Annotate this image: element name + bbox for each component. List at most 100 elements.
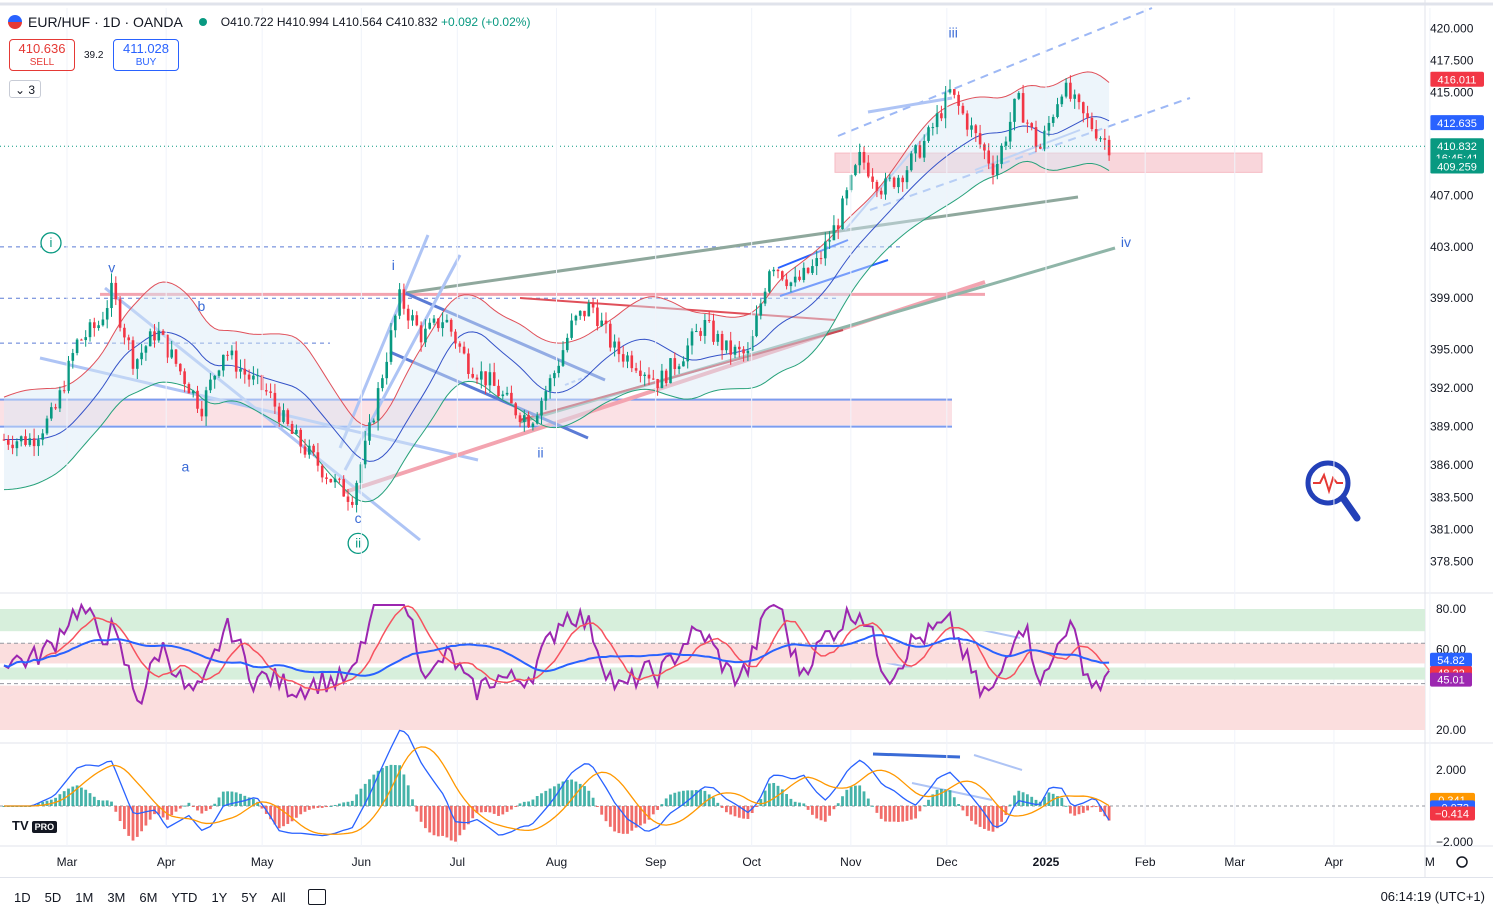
- candle: [1004, 141, 1008, 146]
- candle: [484, 371, 487, 386]
- indicators-collapse-button[interactable]: ⌄ 3: [9, 80, 41, 98]
- candle: [179, 363, 182, 372]
- candle: [467, 353, 470, 374]
- candle: [480, 371, 483, 380]
- sell-price: 410.636: [18, 41, 66, 56]
- sell-button[interactable]: 410.636 SELL: [9, 39, 75, 71]
- candle: [901, 177, 904, 183]
- tradingview-logo[interactable]: TV PRO: [12, 818, 58, 833]
- range-button-5y[interactable]: 5Y: [241, 889, 258, 905]
- candle: [1086, 113, 1089, 118]
- macd-histogram-bar: [694, 790, 698, 806]
- pro-badge: PRO: [31, 821, 58, 833]
- macd-histogram-bar: [1000, 806, 1003, 822]
- trend-line: [777, 239, 849, 269]
- calendar-icon[interactable]: [307, 889, 326, 905]
- candle: [944, 92, 947, 119]
- range-button-1y[interactable]: 1Y: [211, 889, 228, 905]
- trend-line: [404, 195, 1079, 295]
- macd-histogram-bar: [544, 790, 548, 806]
- range-button-1d[interactable]: 1D: [14, 889, 31, 905]
- buy-button[interactable]: 411.028 BUY: [113, 39, 179, 71]
- macd-histogram-bar: [518, 803, 522, 806]
- macd-histogram-bar: [802, 803, 806, 806]
- macd-histogram-bar: [492, 806, 496, 814]
- price-chart[interactable]: vbaciiiiiiiiiiv420.000417.500415.000407.…: [0, 0, 1493, 877]
- candle: [720, 334, 724, 351]
- candle: [841, 198, 844, 230]
- trend-line: [973, 754, 1023, 771]
- macd-histogram-bar: [1077, 806, 1081, 815]
- candle: [239, 368, 242, 372]
- candle: [553, 373, 556, 379]
- macd-histogram-bar: [256, 801, 260, 806]
- macd-histogram-bar: [49, 799, 53, 806]
- candle: [776, 269, 780, 272]
- candle: [738, 346, 741, 350]
- candle: [961, 105, 965, 114]
- macd-histogram-bar: [639, 806, 642, 826]
- macd-histogram-bar: [342, 802, 346, 806]
- candle: [806, 267, 810, 273]
- candle: [935, 113, 939, 128]
- range-button-all[interactable]: All: [271, 889, 286, 905]
- candle: [660, 370, 664, 389]
- sell-label: SELL: [29, 57, 55, 68]
- price-axis-tick: 392.000: [1430, 381, 1474, 395]
- candle: [488, 372, 492, 386]
- candle: [415, 315, 419, 326]
- candle: [596, 307, 599, 327]
- wave-circle: [40, 232, 62, 254]
- macd-histogram-bar: [948, 790, 952, 806]
- macd-histogram-bar: [888, 806, 892, 822]
- candle: [1094, 129, 1098, 139]
- macd-histogram-bar: [131, 806, 135, 841]
- price-axis-tick: 415.000: [1430, 86, 1474, 100]
- candle: [308, 445, 311, 455]
- macd-histogram-bar: [531, 799, 535, 806]
- macd-histogram-bar: [1026, 794, 1029, 806]
- trend-line: [343, 254, 462, 471]
- candle: [222, 354, 225, 371]
- macd-histogram-bar: [226, 791, 229, 806]
- candle: [226, 354, 229, 356]
- macd-histogram-bar: [1094, 806, 1098, 808]
- macd-histogram-bar: [436, 806, 440, 837]
- candle: [24, 436, 27, 445]
- candle: [1082, 102, 1085, 114]
- macd-histogram-bar: [995, 806, 999, 829]
- candle: [570, 320, 573, 338]
- candle: [673, 358, 677, 370]
- macd-histogram-bar: [811, 806, 814, 815]
- candle: [41, 433, 44, 440]
- macd-histogram-bar: [389, 764, 393, 806]
- range-button-3m[interactable]: 3M: [107, 889, 126, 905]
- macd-histogram-bar: [381, 767, 384, 806]
- price-axis-tick: 386.000: [1430, 458, 1474, 472]
- candle: [368, 422, 371, 441]
- macd-histogram-bar: [961, 806, 965, 811]
- candle: [419, 325, 423, 343]
- macd-histogram-bar: [608, 806, 612, 827]
- symbol-title[interactable]: EUR/HUF · 1D · OANDA: [28, 14, 183, 30]
- macd-histogram-bar: [204, 806, 208, 811]
- macd-histogram-bar: [983, 806, 986, 829]
- trend-line: [39, 356, 479, 462]
- candle: [884, 178, 887, 195]
- range-button-5d[interactable]: 5D: [44, 889, 62, 905]
- candle: [858, 151, 861, 166]
- range-button-6m[interactable]: 6M: [139, 889, 158, 905]
- candle: [333, 478, 337, 483]
- rsi-zone: [0, 667, 1425, 680]
- candle: [1107, 139, 1111, 156]
- candle: [501, 394, 505, 397]
- macd-histogram-bar: [350, 800, 354, 806]
- candle: [535, 415, 539, 424]
- time-axis-tick: Dec: [936, 855, 957, 869]
- macd-histogram-bar: [690, 790, 694, 806]
- candle: [604, 320, 608, 324]
- drawings-layer: [0, 7, 1263, 801]
- macd-histogram-bar: [458, 806, 462, 836]
- range-button-1m[interactable]: 1M: [75, 889, 94, 905]
- range-button-ytd[interactable]: YTD: [171, 889, 198, 905]
